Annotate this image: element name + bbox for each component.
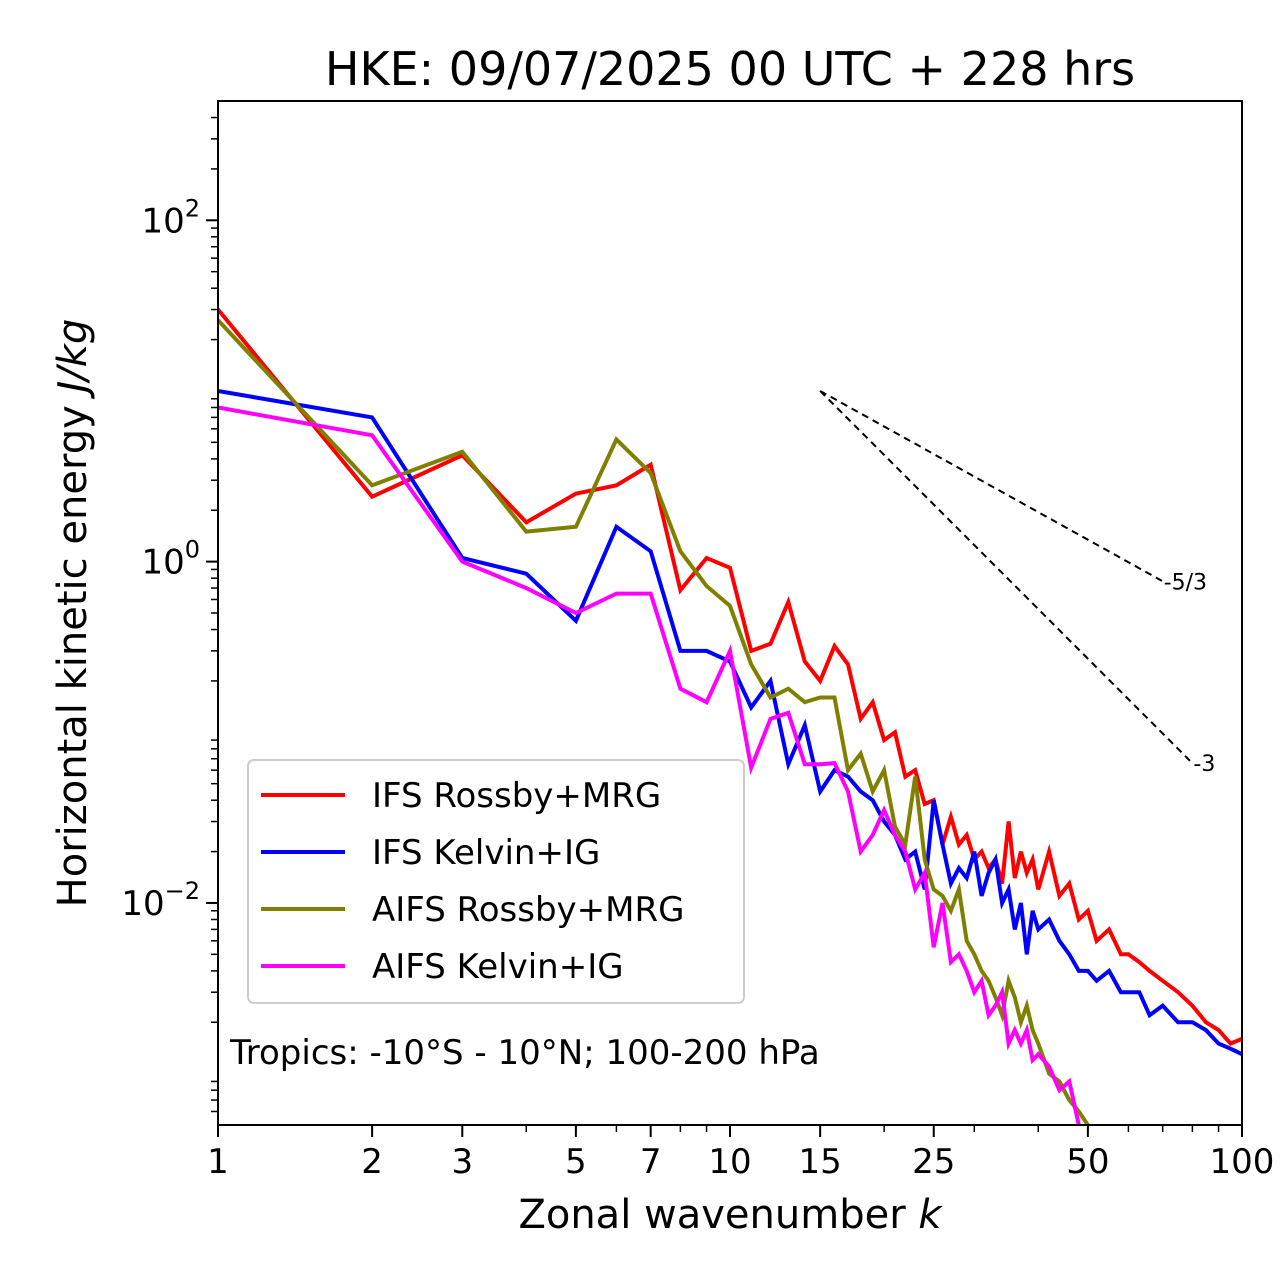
legend-item-ifs-kelvin-ig: IFS Kelvin+IG [261,833,600,873]
slope-line-3 [819,390,1194,764]
y-tick-label: 10−2 [121,877,200,924]
series-line-ifs-rossby-mrg [218,306,1242,1046]
x-tick-label: 5 [565,1142,587,1182]
legend-item-aifs-kelvin-ig: AIFS Kelvin+IG [261,947,624,987]
region-annotation: Tropics: -10°S - 10°N; 100-200 hPa [229,1033,820,1073]
y-tick-label: 102 [141,194,200,241]
y-axis-label: Horizontal kinetic energy J/kg [50,319,96,908]
x-tick-label: 1 [207,1142,229,1182]
x-tick-label: 25 [912,1142,955,1182]
x-tick-label: 100 [1210,1142,1275,1182]
y-tick-label: 100 [141,536,200,583]
x-axis-label: Zonal wavenumber k [518,1192,943,1238]
chart-title: HKE: 09/07/2025 00 UTC + 228 hrs [325,42,1135,96]
x-tick-label: 15 [799,1142,842,1182]
legend-item-ifs-rossby-mrg: IFS Rossby+MRG [261,776,661,816]
y-axis-ticks: 10−2 100 102 [121,116,218,1113]
legend-label: AIFS Kelvin+IG [372,947,624,987]
x-axis-ticks: 1 2 3 5 7 10 15 25 50 100 [207,1125,1274,1182]
legend: IFS Rossby+MRG IFS Kelvin+IG AIFS Rossby+M… [247,759,745,1004]
legend-frame [247,759,745,1004]
legend-label: IFS Rossby+MRG [372,776,661,816]
legend-label: AIFS Rossby+MRG [372,890,684,930]
reference-slopes: -5/3 -3 [819,390,1215,777]
slope-label-5-3: -5/3 [1164,570,1207,595]
x-tick-label: 50 [1066,1142,1109,1182]
slope-label-3: -3 [1193,752,1215,777]
series-line-aifs-rossby-mrg [218,317,1091,1125]
x-tick-label: 7 [640,1142,662,1182]
x-tick-label: 10 [708,1142,751,1182]
slope-line-5-3 [819,390,1164,583]
x-tick-label: 2 [361,1142,383,1182]
series-line-aifs-kelvin-ig [218,405,1082,1125]
series-group [218,306,1242,1125]
legend-item-aifs-rossby-mrg: AIFS Rossby+MRG [261,890,684,930]
legend-label: IFS Kelvin+IG [372,833,600,873]
series-line-ifs-kelvin-ig [218,388,1242,1057]
x-tick-label: 3 [451,1142,473,1182]
